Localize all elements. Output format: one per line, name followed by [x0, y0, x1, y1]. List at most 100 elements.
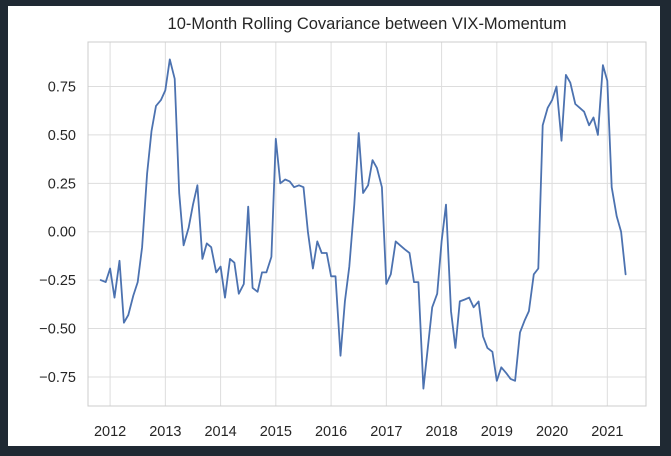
data-point	[542, 124, 544, 126]
x-tick-label: 2020	[536, 424, 568, 440]
data-point	[440, 240, 442, 242]
data-point	[606, 80, 608, 82]
data-point	[472, 306, 474, 308]
data-point	[620, 231, 622, 233]
data-point	[408, 252, 410, 254]
x-tick-label: 2021	[591, 424, 623, 440]
data-point	[528, 310, 530, 312]
data-point	[330, 275, 332, 277]
data-point	[611, 186, 613, 188]
data-point	[192, 203, 194, 205]
data-point	[399, 244, 401, 246]
data-point	[367, 184, 369, 186]
y-tick-labels: 0.75 0.50 0.25 0.00 −0.25 −0.50 −0.75	[39, 80, 76, 386]
data-point	[118, 260, 120, 262]
x-tick-label: 2014	[204, 424, 236, 440]
data-point	[519, 331, 521, 333]
data-point	[307, 231, 309, 233]
chart-canvas: 2012 2013 2014 2015 2016 2017 2018 2019 2020 2021…	[39, 15, 647, 440]
data-point	[219, 265, 221, 267]
data-point	[348, 265, 350, 267]
data-point	[302, 186, 304, 188]
data-point	[312, 267, 314, 269]
data-point	[174, 78, 176, 80]
data-point	[137, 281, 139, 283]
data-point	[624, 273, 626, 275]
axes-frame	[87, 41, 647, 407]
data-point	[353, 203, 355, 205]
data-point	[344, 300, 346, 302]
data-point	[127, 314, 129, 316]
data-point	[215, 271, 217, 273]
data-point	[105, 281, 107, 283]
y-tick-label: 0.00	[48, 225, 76, 241]
data-point	[403, 248, 405, 250]
data-point	[113, 296, 115, 298]
data-point	[427, 347, 429, 349]
data-point	[445, 203, 447, 205]
data-point	[450, 310, 452, 312]
data-point	[500, 366, 502, 368]
x-tick-label: 2015	[260, 424, 292, 440]
data-point	[123, 322, 125, 324]
data-point	[326, 252, 328, 254]
y-tick-label: −0.75	[39, 370, 76, 386]
data-point	[496, 380, 498, 382]
data-point	[616, 215, 618, 217]
data-point	[537, 267, 539, 269]
data-point	[210, 246, 212, 248]
data-point	[588, 124, 590, 126]
data-point	[565, 74, 567, 76]
data-point	[293, 186, 295, 188]
data-point	[334, 275, 336, 277]
data-point	[464, 298, 466, 300]
data-point	[583, 111, 585, 113]
x-tick-label: 2017	[370, 424, 402, 440]
grid-lines	[88, 42, 646, 406]
data-point	[132, 294, 134, 296]
data-point	[459, 300, 461, 302]
data-point	[270, 256, 272, 258]
data-point	[243, 283, 245, 285]
data-point	[482, 335, 484, 337]
data-point	[533, 273, 535, 275]
data-point	[284, 178, 286, 180]
data-point	[265, 271, 267, 273]
data-point	[569, 82, 571, 84]
data-point	[100, 279, 102, 281]
x-tick-label: 2013	[149, 424, 181, 440]
data-point	[371, 159, 373, 161]
data-point	[579, 107, 581, 109]
data-point	[592, 116, 594, 118]
x-tick-label: 2019	[481, 424, 513, 440]
data-point	[454, 347, 456, 349]
data-point	[523, 320, 525, 322]
data-point	[146, 173, 148, 175]
x-tick-labels: 2012 2013 2014 2015 2016 2017 2018 2019 2020 2021	[94, 424, 623, 440]
data-point	[597, 134, 599, 136]
data-point	[164, 89, 166, 91]
y-tick-label: 0.75	[48, 80, 76, 96]
series-line	[99, 58, 627, 390]
data-point	[150, 130, 152, 132]
data-point	[477, 300, 479, 302]
data-point	[376, 167, 378, 169]
y-tick-label: 0.25	[48, 176, 76, 192]
data-point	[275, 138, 277, 140]
data-point	[261, 271, 263, 273]
data-point	[390, 273, 392, 275]
data-point	[298, 184, 300, 186]
data-point	[560, 140, 562, 142]
data-point	[289, 180, 291, 182]
data-point	[339, 355, 341, 357]
data-point	[422, 387, 424, 389]
chart-figure: 2012 2013 2014 2015 2016 2017 2018 2019 2020 2021…	[8, 6, 660, 446]
data-point	[547, 107, 549, 109]
data-point	[169, 58, 171, 60]
data-point	[385, 283, 387, 285]
data-point	[178, 192, 180, 194]
x-tick-label: 2012	[94, 424, 126, 440]
data-point	[417, 281, 419, 283]
data-point	[395, 240, 397, 242]
data-point	[602, 64, 604, 66]
